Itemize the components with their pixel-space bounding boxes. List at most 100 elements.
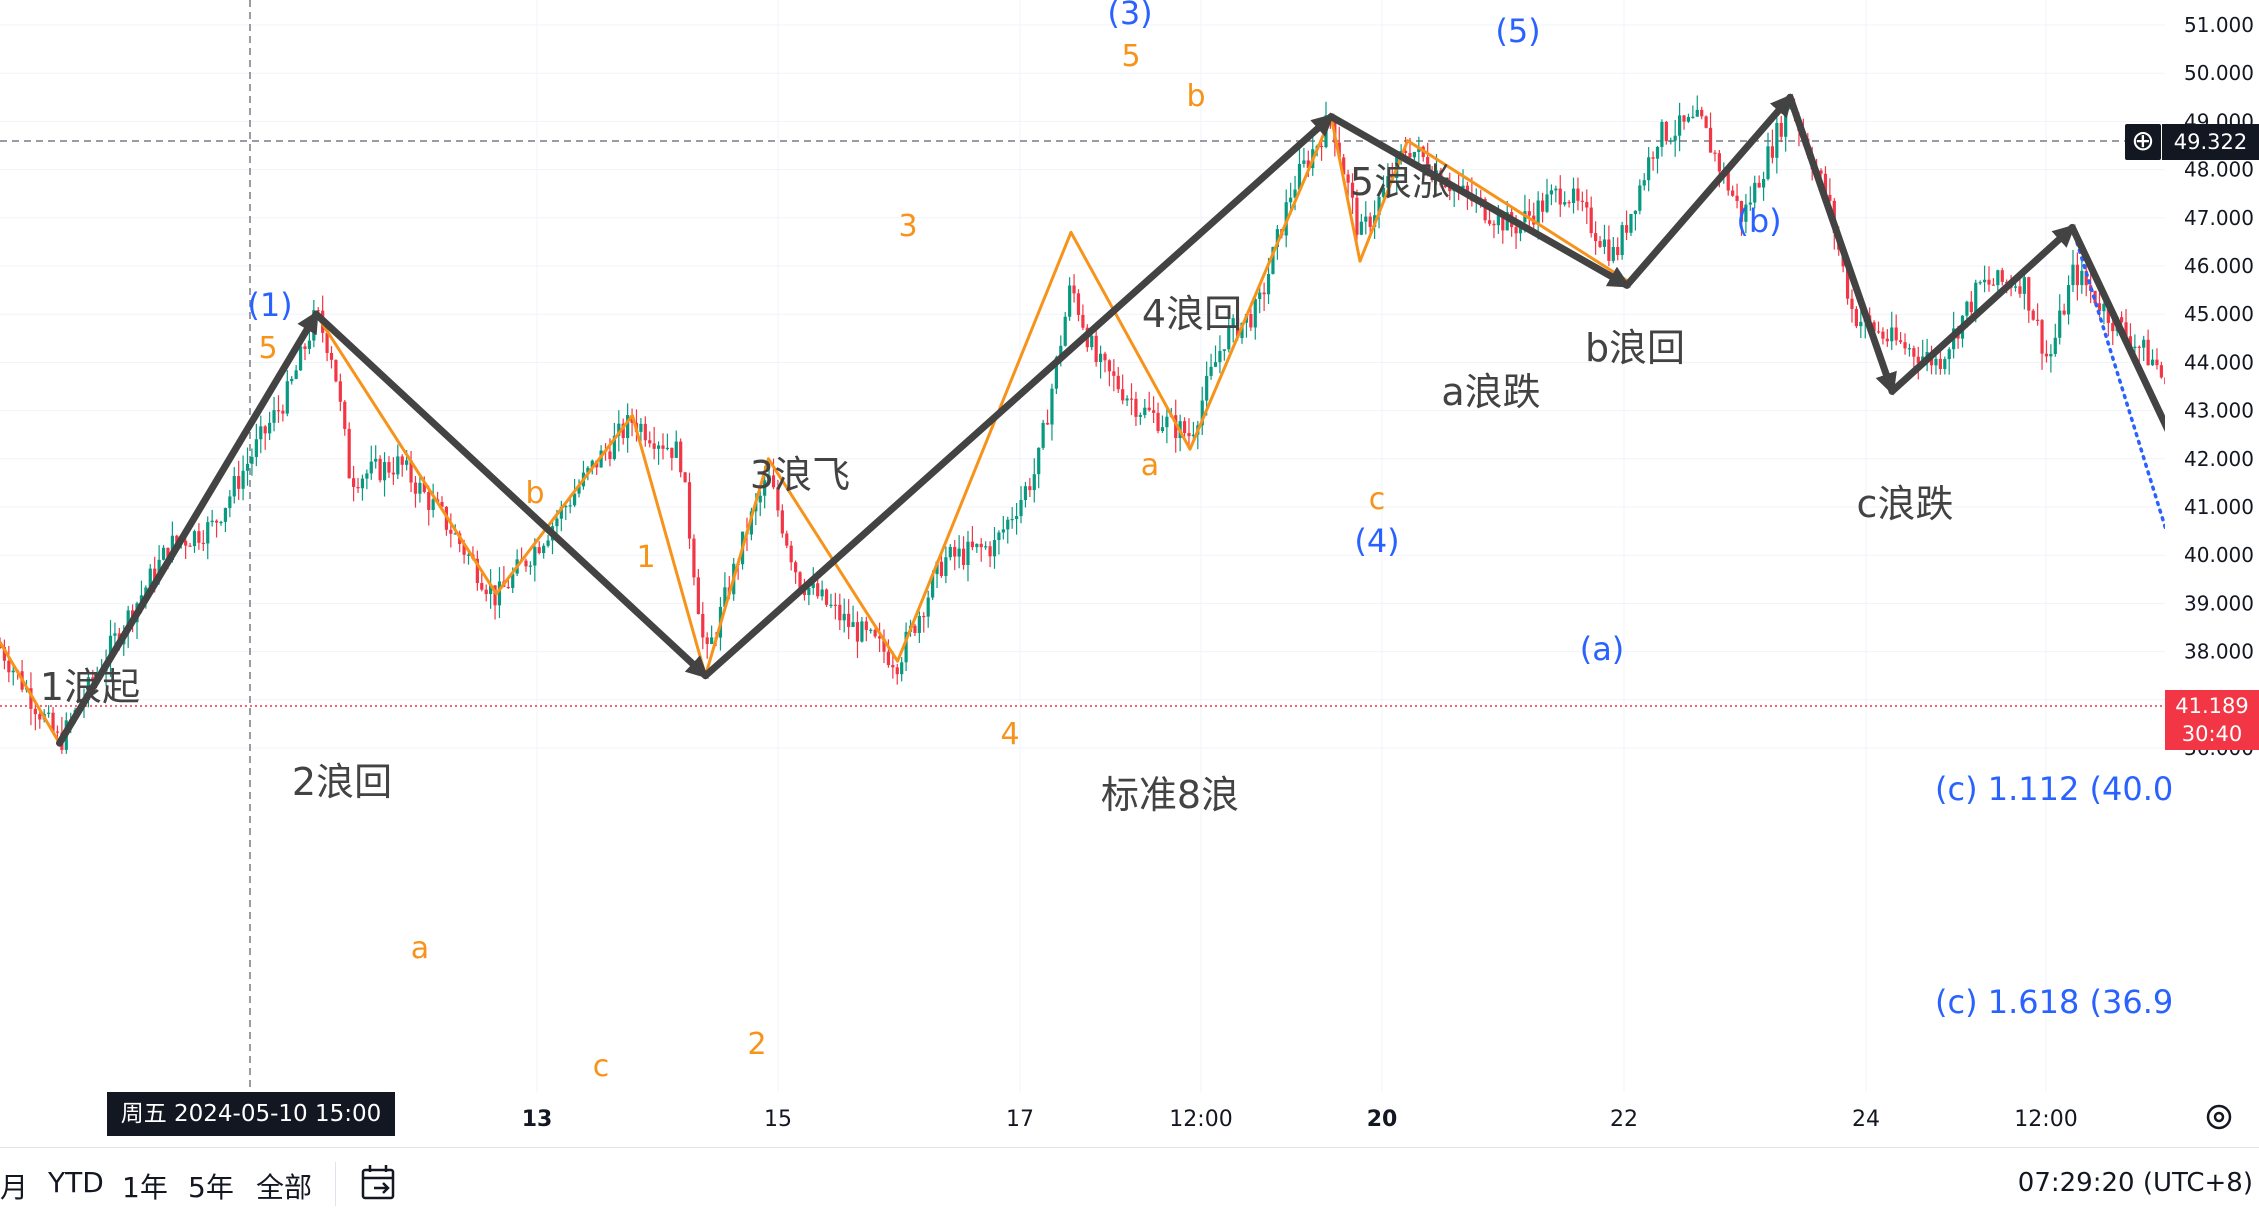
candle-body	[298, 346, 303, 371]
dark-label-wavec-down: c浪跌	[1857, 482, 1954, 526]
bar-countdown: 30:40	[2181, 722, 2243, 746]
candle-body	[219, 521, 223, 524]
candle-body	[710, 637, 714, 644]
settings-gear-icon[interactable]	[2206, 1104, 2232, 1130]
candle-body	[1700, 109, 1704, 117]
candle-body	[449, 529, 453, 534]
dark-label-wave2-back: 2浪回	[292, 760, 392, 804]
candle-body	[1465, 185, 1470, 194]
candle-body	[192, 531, 197, 547]
range-1y-button[interactable]: 1年	[122, 1171, 168, 1204]
candle-body	[400, 456, 404, 465]
price-tick-label: 46.000	[2184, 254, 2254, 278]
price-axis[interactable]: 51.00050.00049.00048.00047.00046.00045.0…	[2184, 13, 2254, 760]
candle-body	[1023, 486, 1028, 500]
candle-body	[1903, 342, 1907, 349]
candle-body	[1536, 200, 1540, 225]
candle-body	[1554, 188, 1558, 191]
dark-label-wavea-down: a浪跌	[1441, 370, 1540, 414]
candle-body	[1218, 350, 1222, 363]
candle-body	[440, 501, 444, 507]
candle-body	[1594, 233, 1598, 242]
grid	[0, 0, 2165, 1092]
price-tick-label: 42.000	[2184, 447, 2254, 471]
candle-body	[0, 646, 2, 648]
candle-body	[1501, 213, 1505, 231]
candle-body	[917, 615, 921, 633]
candle-body	[1943, 359, 1947, 369]
candle-body	[621, 423, 625, 439]
time-axis[interactable]: 13 15 17 12:00 20 22 24 12:00	[522, 1107, 2078, 1132]
candle-body	[2124, 322, 2128, 337]
candle-body	[1982, 279, 1987, 283]
candle-body	[1682, 115, 1686, 122]
candle-body	[656, 445, 661, 449]
candle-body	[214, 520, 219, 523]
candle-body	[1589, 207, 1593, 234]
candle-body	[2040, 320, 2044, 354]
current-price-value: 41.189	[2175, 694, 2249, 718]
candle-body	[1289, 197, 1293, 203]
candle-body	[409, 460, 413, 483]
candle-body	[833, 604, 837, 606]
candle-body	[648, 440, 652, 444]
candle-body	[1041, 422, 1045, 448]
candle-body	[356, 486, 360, 489]
candle-body	[1059, 345, 1063, 358]
candle-body	[1266, 273, 1271, 295]
candle-body	[1063, 316, 1067, 346]
candle-body	[1775, 122, 1779, 158]
candle-body	[1585, 201, 1589, 208]
clock-timezone[interactable]: 07:29:20 (UTC+8)	[2017, 1168, 2253, 1198]
candle-body	[1695, 109, 1699, 117]
candle-body	[1823, 173, 1828, 195]
candle-body	[325, 332, 329, 353]
orange-label-3: 3	[898, 209, 917, 244]
candle-body	[1912, 348, 1916, 357]
candle-body	[1744, 204, 1748, 222]
fib-target-1618: (c) 1.618 (36.9	[1935, 983, 2173, 1021]
candle-body	[1200, 400, 1204, 426]
candle-body	[493, 585, 497, 606]
candle-body	[1545, 194, 1549, 212]
candle-body	[1443, 185, 1447, 188]
candle-body	[38, 714, 42, 720]
candle-body	[1032, 474, 1036, 491]
range-5y-button[interactable]: 5年	[188, 1171, 234, 1204]
candle-body	[1227, 327, 1231, 350]
orange-label-5-first: 5	[258, 331, 277, 366]
candle-body	[343, 401, 347, 429]
bottom-toolbar: 月 YTD 1年 5年 全部 07:29:20 (UTC+8)	[0, 1147, 2259, 1224]
candle-body	[1947, 349, 1951, 360]
candle-body	[1426, 157, 1430, 172]
candle-body	[480, 583, 484, 590]
candle-body	[1664, 121, 1668, 142]
candle-body	[652, 443, 656, 449]
add-alert-plus-icon[interactable]: ⊕	[2125, 124, 2161, 160]
orange-label-a-left: a	[411, 931, 429, 966]
candle-body	[1182, 421, 1187, 434]
candle-body	[749, 511, 753, 535]
candle-body	[453, 533, 457, 535]
candle-body	[599, 450, 603, 468]
candle-body	[245, 463, 250, 471]
range-ytd-button[interactable]: YTD	[48, 1166, 104, 1199]
date-range-picker-icon[interactable]	[358, 1162, 402, 1206]
candle-body	[268, 422, 272, 434]
candle-body	[555, 518, 559, 527]
candle-body	[984, 546, 988, 548]
candle-body	[1293, 189, 1297, 198]
candle-body	[643, 423, 647, 441]
candle-body	[1757, 182, 1761, 188]
range-1m-button[interactable]: 月	[0, 1171, 29, 1204]
candle-body	[47, 712, 51, 714]
crosshair-date-label: 周五 2024-05-10 15:00	[107, 1092, 395, 1136]
candle-body	[1156, 412, 1160, 432]
candle-body	[2150, 359, 2155, 366]
candle-body	[329, 352, 334, 360]
price-chart[interactable]: 5 5 b a c 1 2 3 4 b a c (1) (3) (4) (5) …	[0, 0, 2259, 1147]
candle-body	[1187, 433, 1191, 437]
candle-body	[1647, 157, 1651, 181]
range-all-button[interactable]: 全部	[256, 1171, 313, 1204]
candle-body	[201, 542, 205, 545]
